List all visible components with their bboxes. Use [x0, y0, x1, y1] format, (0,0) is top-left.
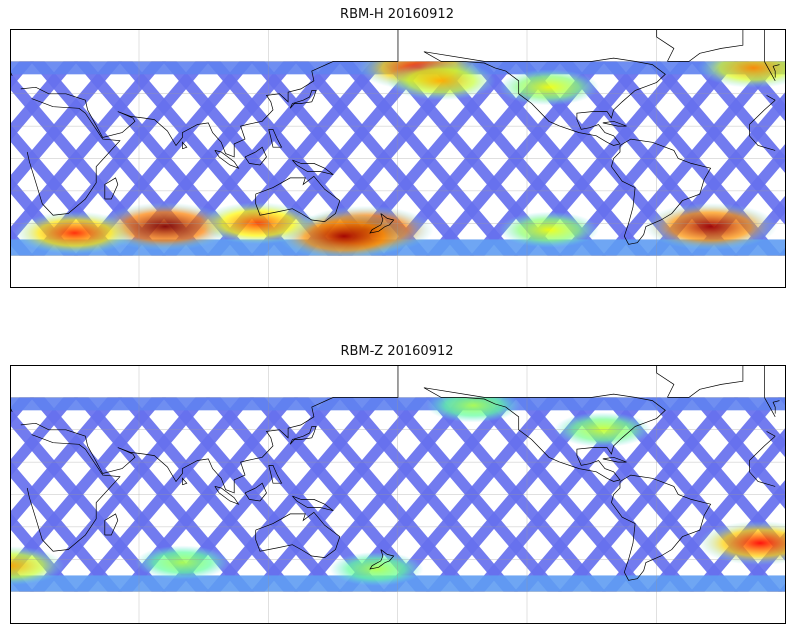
coastline-north-america	[423, 51, 666, 146]
coastline-new-zealand	[369, 549, 395, 570]
coastline-philippines	[268, 465, 283, 484]
coastline-new-guinea	[292, 159, 334, 176]
hotspot	[386, 61, 496, 101]
coastline-cuba	[602, 456, 627, 463]
hotspot	[135, 545, 230, 580]
coastline-madagascar	[104, 177, 119, 200]
hotspot	[10, 546, 65, 586]
coastline-africa	[26, 98, 776, 216]
coastline-borneo	[244, 482, 267, 502]
coastline-philippines	[268, 129, 283, 148]
hotspot	[14, 211, 136, 255]
coastline-sri-lanka	[182, 477, 188, 486]
coastline-borneo	[244, 146, 267, 166]
coastline-europe-asia	[20, 365, 776, 494]
coastline-north-america	[423, 387, 666, 482]
hotspot	[644, 202, 778, 250]
coastline-australia	[255, 175, 341, 222]
coastline-new-guinea	[292, 495, 334, 512]
coastline-sumatra	[214, 150, 240, 169]
coastline-south-america	[611, 138, 712, 245]
hotspot	[498, 211, 599, 248]
coastline-greenland	[656, 29, 744, 62]
coastline-south-america	[611, 474, 712, 581]
hotspot	[698, 521, 786, 566]
coastline-cuba	[602, 120, 627, 127]
coastline-japan	[289, 90, 317, 109]
coastline-greenland	[656, 365, 744, 398]
hotspot	[426, 397, 521, 423]
coastline-australia	[255, 511, 341, 558]
map-frame	[10, 29, 786, 288]
coastline-madagascar	[104, 513, 119, 536]
hotspot	[498, 69, 599, 106]
hotspot	[329, 551, 424, 586]
coastlines	[10, 365, 780, 581]
coastline-new-zealand	[369, 213, 395, 234]
north-band	[10, 397, 786, 411]
map-panel-rbm-z[interactable]	[10, 365, 786, 624]
hotspot	[697, 61, 786, 88]
map-panel-rbm-h[interactable]	[10, 29, 786, 288]
coastline-sumatra	[214, 486, 240, 505]
coastline-sri-lanka	[182, 141, 188, 150]
coastline-africa	[26, 434, 776, 552]
panel-title-bottom: RBM-Z 20160912	[340, 344, 454, 359]
coastline-japan	[289, 426, 317, 445]
panel-title-top: RBM-H 20160912	[340, 7, 454, 22]
coastline-europe-asia	[20, 29, 776, 158]
map-frame	[10, 365, 786, 624]
